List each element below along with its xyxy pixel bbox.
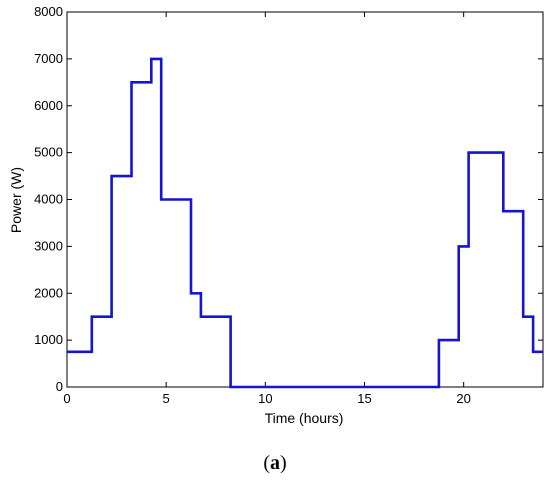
x-tick-label-2: 10 [258,391,272,406]
series-layer [67,57,543,389]
y-axis-title: Power (W) [8,167,24,233]
x-tick-label-0: 0 [63,391,70,406]
x-tick-label-3: 15 [357,391,371,406]
figure-caption: (a) [0,452,550,475]
y-tick-label-0: 0 [56,379,63,394]
caption-open-paren: ( [263,452,270,474]
x-tick-label-4: 20 [456,391,470,406]
plot-area-border [66,11,544,388]
power-series-line-0 [67,57,543,389]
y-tick-label-1: 1000 [34,332,63,347]
caption-close-paren: ) [280,452,287,474]
y-tick-label-7: 7000 [34,51,63,66]
y-tick-label-8: 8000 [34,4,63,19]
y-tick-label-3: 3000 [34,238,63,253]
y-tick-label-2: 2000 [34,285,63,300]
x-axis-title: Time (hours) [265,410,344,426]
y-tick-label-6: 6000 [34,98,63,113]
axis-ticks: 0 5 10 15 20 0 1000 2000 3000 4000 5000 6000 7000 800… [34,4,543,406]
caption-letter: a [270,452,280,474]
y-tick-label-4: 4000 [34,192,63,207]
x-tick-label-1: 5 [163,391,170,406]
plot-frame [66,11,544,388]
y-tick-label-5: 5000 [34,145,63,160]
